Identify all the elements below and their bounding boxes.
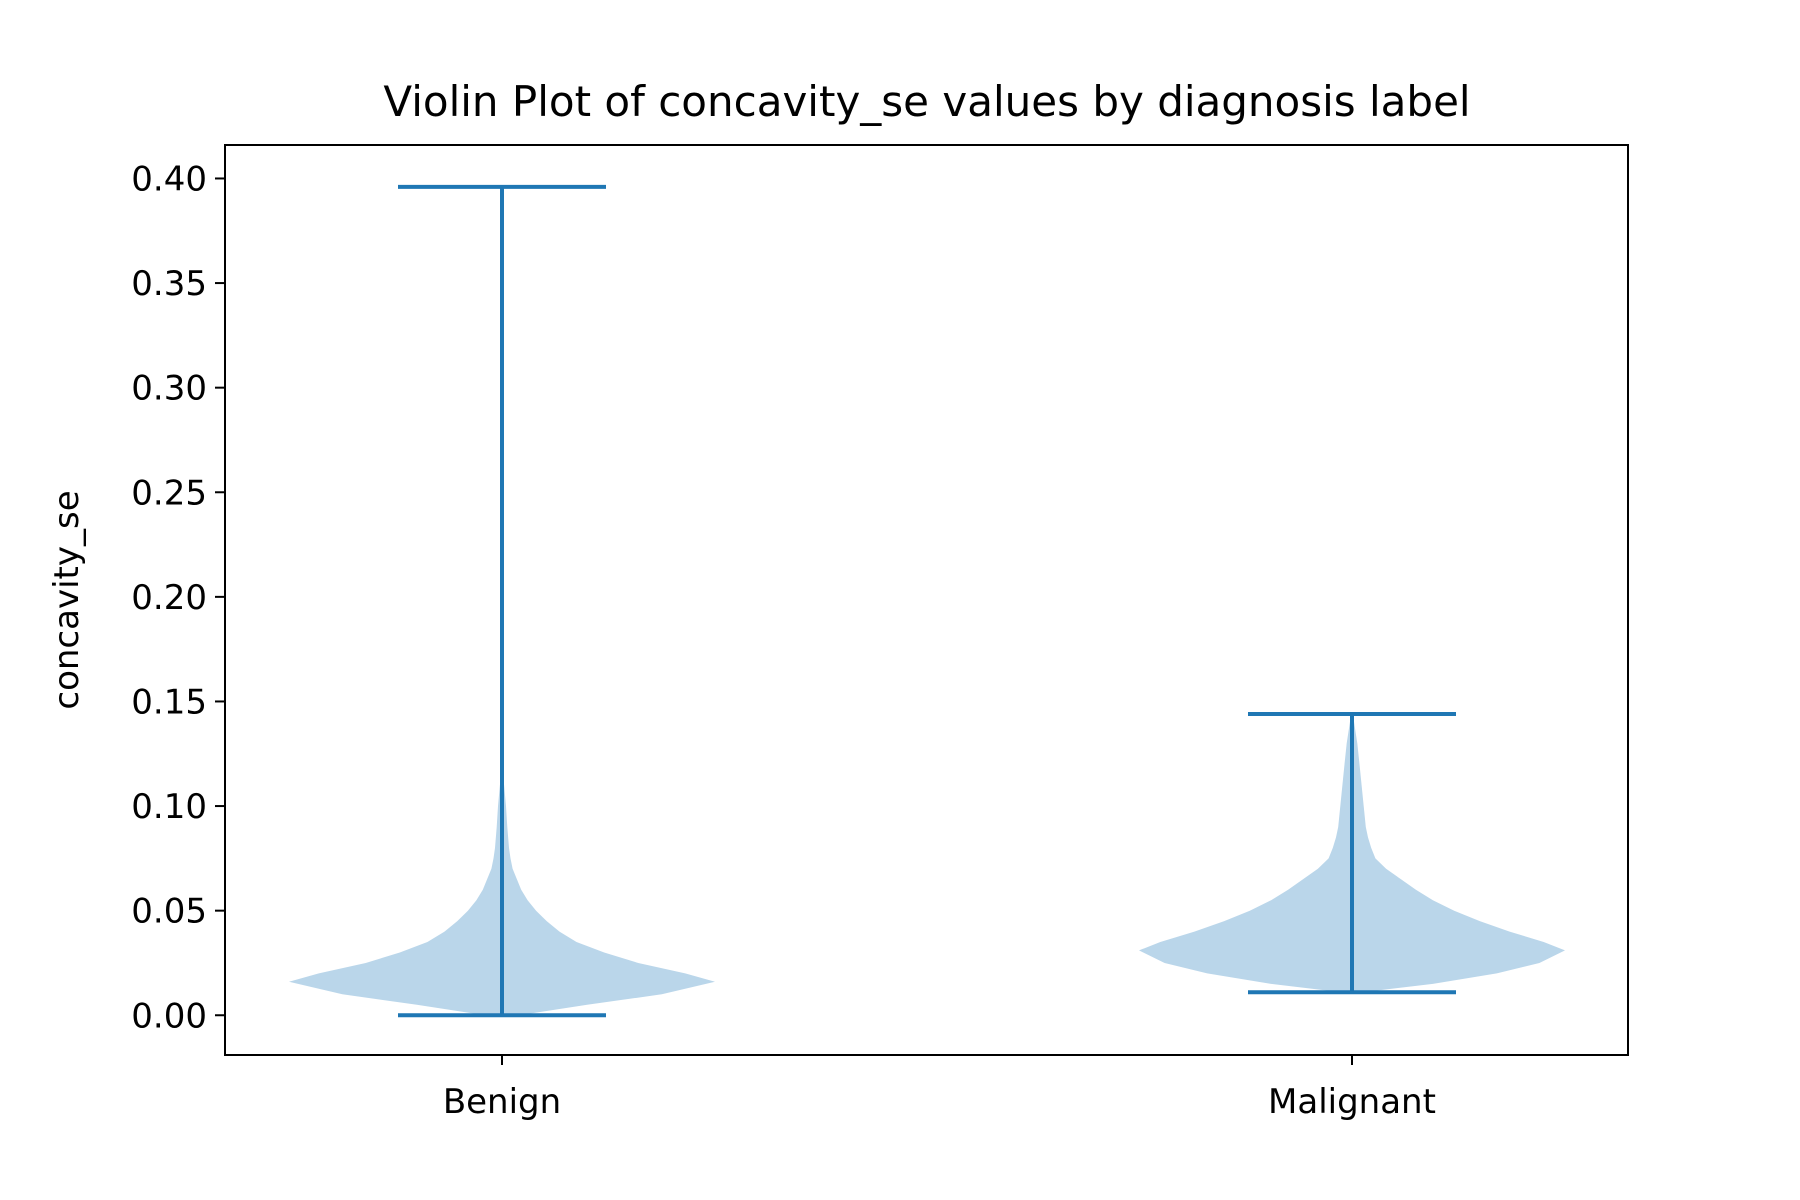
axes-frame bbox=[224, 144, 1629, 1056]
chart-title: Violin Plot of concavity_se values by di… bbox=[383, 77, 1470, 126]
y-tick-label-7: 0.35 bbox=[131, 264, 207, 304]
y-tick-label-6: 0.30 bbox=[131, 369, 207, 409]
y-tick-label-4: 0.20 bbox=[131, 578, 207, 618]
y-tick-label-0: 0.00 bbox=[131, 996, 207, 1036]
plot-area: 0.00 0.05 0.10 0.15 0.20 0.25 0.30 0.35 0.40 Beni… bbox=[131, 159, 1565, 1122]
y-axis-label: concavity_se bbox=[47, 490, 87, 709]
y-tick-label-5: 0.25 bbox=[131, 473, 207, 513]
y-tick-label-2: 0.10 bbox=[131, 787, 207, 827]
y-tick-label-8: 0.40 bbox=[131, 159, 207, 199]
x-tick-label-malignant: Malignant bbox=[1268, 1082, 1436, 1122]
y-tick-label-1: 0.05 bbox=[131, 892, 207, 932]
x-tick-label-benign: Benign bbox=[443, 1082, 561, 1122]
y-tick-label-3: 0.15 bbox=[131, 682, 207, 722]
